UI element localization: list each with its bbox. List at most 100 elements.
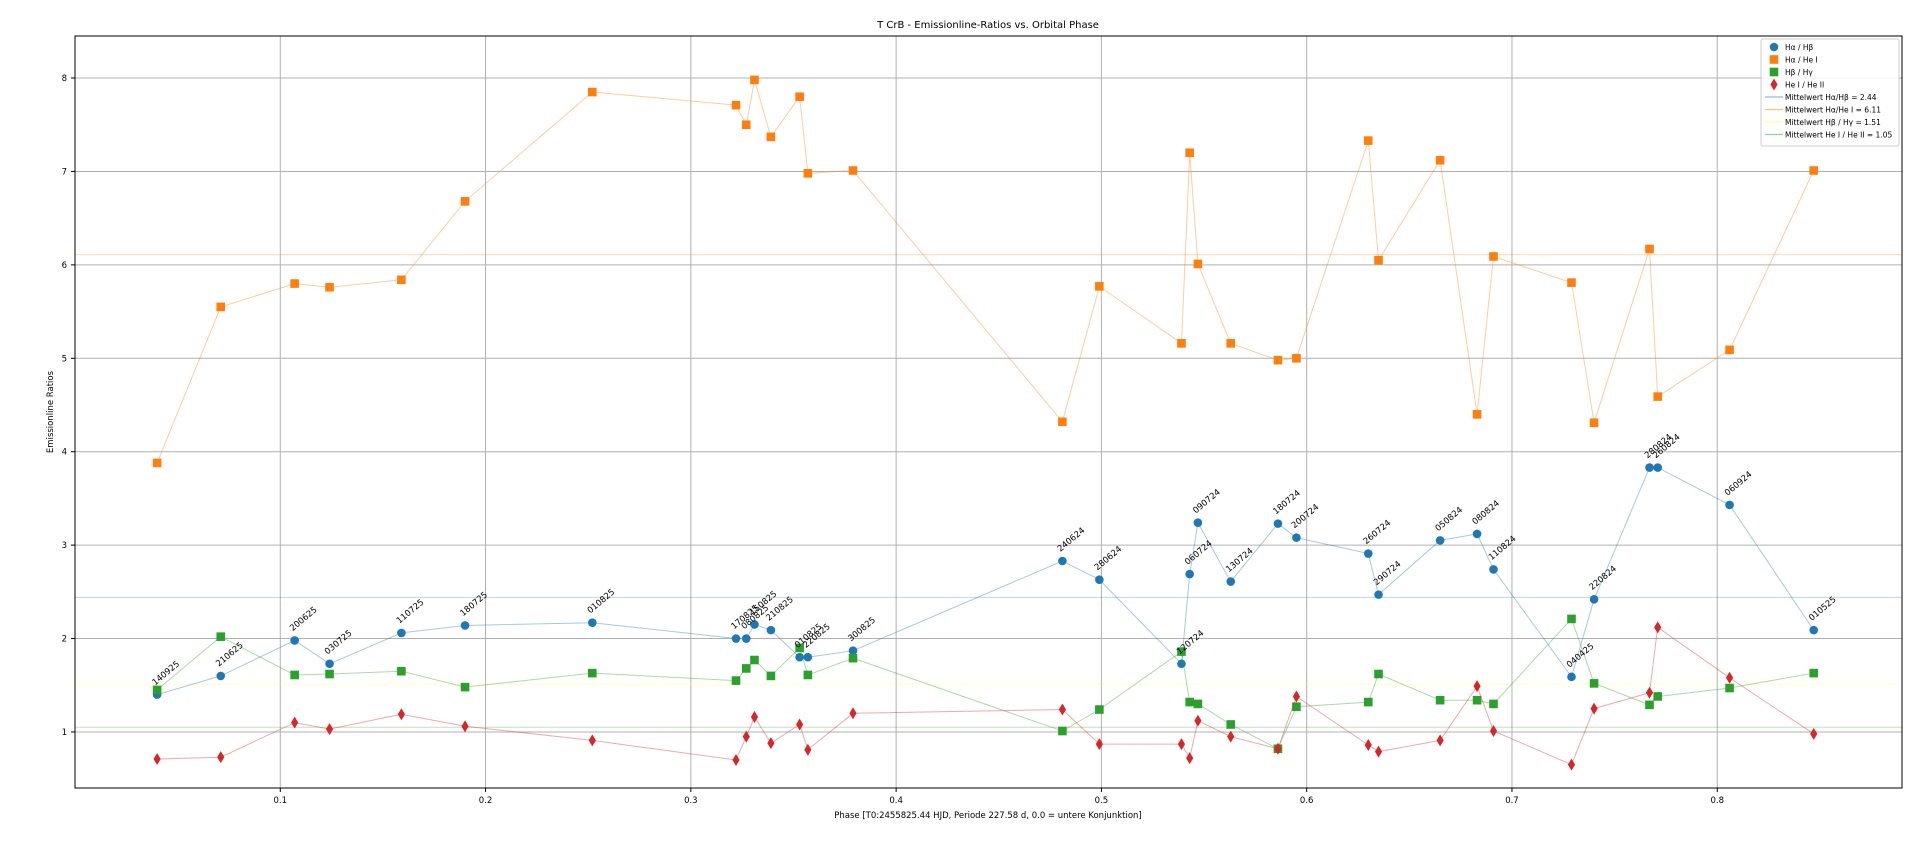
- data-point-square: [290, 670, 299, 680]
- series-group: [153, 621, 1818, 771]
- x-axis-label: Phase [T0:2455825.44 HJD, Periode 227.58…: [834, 811, 1141, 821]
- data-point-square: [1645, 700, 1654, 710]
- data-point-diamond: [1227, 730, 1235, 743]
- data-point-square: [460, 682, 470, 692]
- series-group: [152, 75, 1819, 468]
- data-point-square: [741, 120, 751, 130]
- data-point-diamond: [1194, 714, 1202, 727]
- data-point-diamond: [325, 723, 334, 736]
- data-point-circle: [1435, 536, 1445, 545]
- data-point-diamond: [1725, 671, 1734, 684]
- legend-entry-label: Hα / He I: [1785, 56, 1818, 65]
- data-point-circle: [588, 618, 597, 627]
- data-point-diamond: [461, 720, 469, 733]
- data-point-square: [1177, 647, 1186, 656]
- data-point-square: [1589, 679, 1599, 688]
- data-point-square: [1193, 699, 1203, 709]
- data-point-square: [1185, 148, 1194, 158]
- data-point-square: [216, 632, 226, 641]
- data-point-square: [152, 685, 162, 695]
- legend-entry-label: He I / He II: [1785, 81, 1824, 90]
- legend-entry-label: Mittelwert Hα/He I = 6.11: [1785, 106, 1881, 115]
- data-point-circle: [795, 652, 804, 662]
- x-tick-label: 0.2: [479, 796, 493, 806]
- data-point-square: [397, 666, 406, 676]
- legend-box: [1760, 38, 1900, 147]
- x-tick-label: 0.6: [1300, 796, 1314, 806]
- data-point-square: [848, 653, 858, 663]
- axis-ticks: 0.1 0.2 0.3 0.4 0.5 0.6 0.7 0.8 1 2 3 4 5 6 7 8: [62, 74, 1724, 806]
- data-point-diamond: [397, 708, 405, 721]
- data-point-square: [795, 92, 804, 102]
- chart-title: T CrB - Emissionline-Ratios vs. Orbital …: [876, 20, 1099, 31]
- data-point-square: [1653, 692, 1663, 701]
- data-point-circle: [1645, 463, 1654, 472]
- data-point-circle: [750, 620, 759, 629]
- data-point-circle: [1273, 519, 1283, 528]
- data-point-circle: [1567, 672, 1576, 682]
- data-point-circle: [1177, 659, 1186, 669]
- data-point-square: [1177, 339, 1186, 348]
- data-point-square: [1363, 136, 1373, 145]
- data-point-square: [1058, 417, 1067, 427]
- data-point-diamond: [1058, 703, 1067, 716]
- data-point-circle: [766, 625, 776, 635]
- data-point-diamond: [1436, 734, 1444, 747]
- x-tick-label: 0.7: [1505, 796, 1519, 806]
- x-tick-label: 0.4: [889, 796, 903, 806]
- legend-entry-label: Mittelwert Hβ / Hγ = 1.51: [1785, 118, 1881, 127]
- data-point-diamond: [1567, 758, 1576, 771]
- data-point-diamond: [1473, 680, 1481, 693]
- data-point-square: [1472, 695, 1482, 705]
- y-tick-label: 2: [62, 635, 67, 645]
- legend-marker: [1769, 67, 1779, 77]
- data-point-square: [1292, 353, 1301, 363]
- data-point-circle: [1226, 577, 1236, 586]
- grid-lines: [75, 36, 1902, 788]
- data-point-circle: [460, 621, 470, 630]
- data-point-square: [731, 676, 741, 685]
- data-point-square: [1095, 282, 1104, 291]
- y-tick-label: 4: [62, 448, 67, 458]
- data-point-square: [1589, 418, 1599, 428]
- data-point-circle: [1809, 625, 1819, 635]
- legend-marker: [1770, 78, 1778, 91]
- y-tick-label: 7: [62, 167, 67, 177]
- data-point-diamond: [153, 753, 161, 766]
- x-tick-label: 0.8: [1710, 796, 1724, 806]
- data-point-circle: [290, 636, 299, 645]
- data-point-square: [152, 458, 162, 468]
- data-point-diamond: [1374, 745, 1383, 758]
- data-point-diamond: [1186, 752, 1194, 765]
- data-point-circle: [1185, 569, 1194, 579]
- data-point-circle: [1292, 533, 1301, 542]
- data-point-diamond: [1095, 738, 1103, 751]
- data-point-square: [1374, 669, 1383, 679]
- data-point-circle: [1058, 556, 1067, 566]
- data-point-square: [1567, 614, 1576, 624]
- data-point-diamond: [849, 707, 857, 720]
- data-point-diamond: [732, 753, 740, 766]
- legend-entry-label: Hα / Hβ: [1785, 43, 1814, 52]
- data-point-square: [1095, 705, 1104, 714]
- data-point-circle: [325, 659, 334, 669]
- data-point-square: [1809, 166, 1819, 175]
- legend: Hα / Hβ Hα / He I Hβ / Hγ He I / He II Mitte…: [1760, 38, 1900, 147]
- data-point-circle: [397, 628, 406, 638]
- data-point-circle: [1489, 565, 1498, 574]
- data-point-diamond: [291, 716, 299, 729]
- data-point-square: [325, 669, 334, 679]
- legend-entry-label: Mittelwert He I / He II = 1.05: [1785, 131, 1892, 140]
- y-tick-label: 6: [62, 261, 67, 271]
- data-point-diamond: [1489, 725, 1498, 738]
- data-point-square: [1292, 702, 1301, 712]
- legend-entry-label: Mittelwert Hα/Hβ = 2.44: [1785, 93, 1877, 102]
- y-tick-label: 1: [62, 728, 67, 738]
- data-point-square: [1489, 252, 1498, 261]
- data-point-diamond: [804, 743, 812, 756]
- data-point-square: [1653, 392, 1663, 401]
- data-point-square: [1058, 726, 1067, 736]
- legend-marker: [1769, 55, 1779, 64]
